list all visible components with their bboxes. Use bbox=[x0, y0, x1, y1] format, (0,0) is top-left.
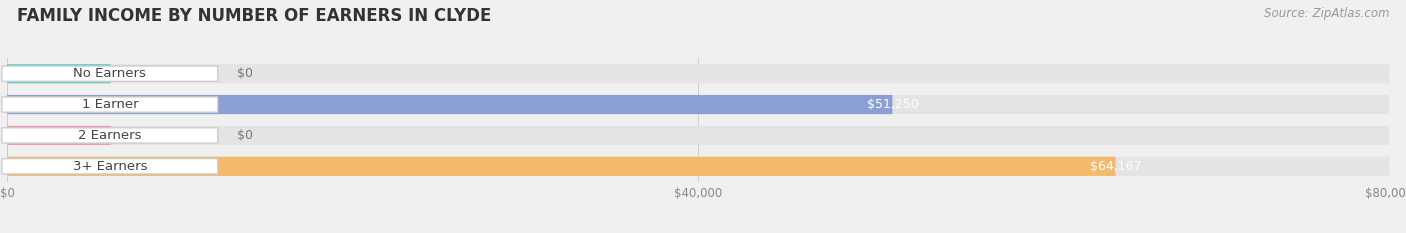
FancyBboxPatch shape bbox=[7, 157, 1389, 176]
FancyBboxPatch shape bbox=[7, 157, 1115, 176]
FancyBboxPatch shape bbox=[1, 128, 218, 143]
FancyBboxPatch shape bbox=[7, 95, 1389, 114]
Text: 1 Earner: 1 Earner bbox=[82, 98, 138, 111]
Text: Source: ZipAtlas.com: Source: ZipAtlas.com bbox=[1264, 7, 1389, 20]
Text: 2 Earners: 2 Earners bbox=[79, 129, 142, 142]
Text: 3+ Earners: 3+ Earners bbox=[73, 160, 148, 173]
Text: $0: $0 bbox=[236, 129, 253, 142]
Text: $51,250: $51,250 bbox=[866, 98, 918, 111]
FancyBboxPatch shape bbox=[7, 126, 111, 145]
FancyBboxPatch shape bbox=[7, 64, 1389, 83]
Text: FAMILY INCOME BY NUMBER OF EARNERS IN CLYDE: FAMILY INCOME BY NUMBER OF EARNERS IN CL… bbox=[17, 7, 491, 25]
FancyBboxPatch shape bbox=[1, 66, 218, 81]
Text: $0: $0 bbox=[236, 67, 253, 80]
FancyBboxPatch shape bbox=[1, 97, 218, 112]
FancyBboxPatch shape bbox=[1, 159, 218, 174]
FancyBboxPatch shape bbox=[7, 126, 1389, 145]
FancyBboxPatch shape bbox=[7, 95, 893, 114]
Text: $64,167: $64,167 bbox=[1090, 160, 1142, 173]
FancyBboxPatch shape bbox=[7, 64, 111, 83]
Text: No Earners: No Earners bbox=[73, 67, 146, 80]
